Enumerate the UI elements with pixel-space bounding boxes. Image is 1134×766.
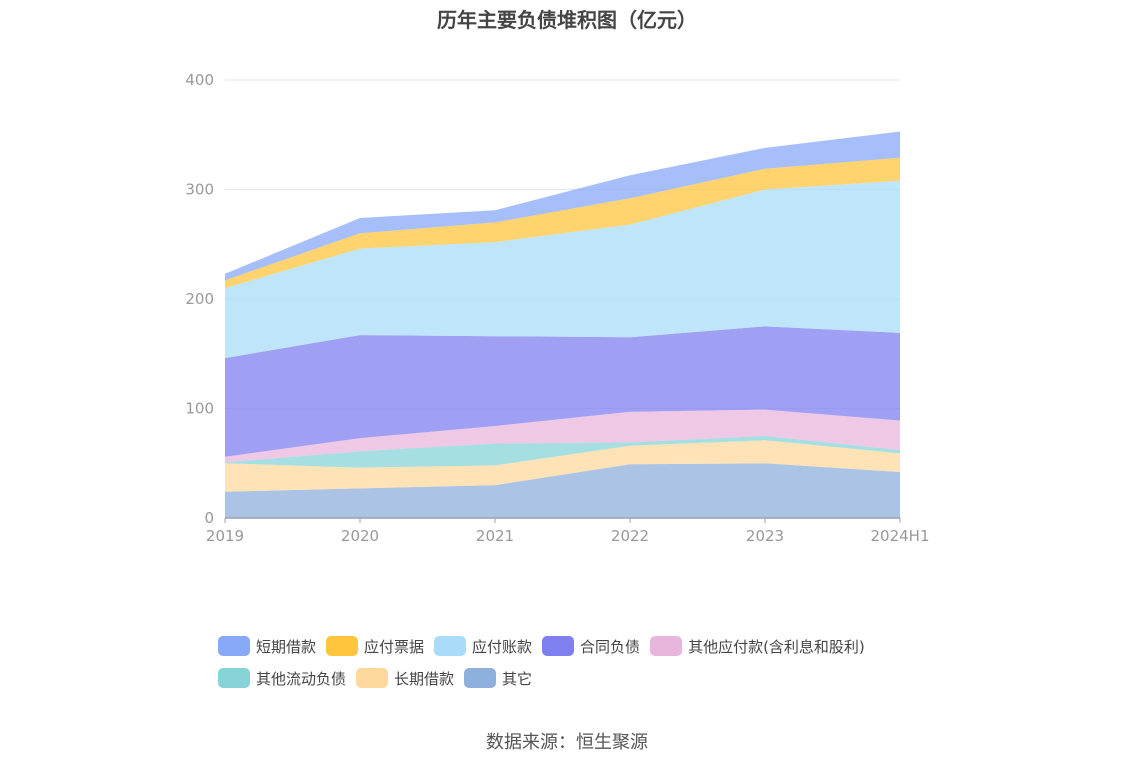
legend-row: 其他流动负债 长期借款 其它 bbox=[218, 662, 938, 694]
legend-label: 短期借款 bbox=[256, 637, 317, 656]
legend-item[interactable]: 其他流动负债 bbox=[218, 668, 346, 689]
y-tick-label: 0 bbox=[204, 509, 214, 527]
area-series-4[interactable] bbox=[225, 326, 900, 457]
legend-swatch bbox=[326, 636, 359, 656]
y-tick-label: 400 bbox=[185, 71, 214, 89]
axes: 0 100 200 300 400 2019 2020 2021 2022 2023 2024H1 bbox=[185, 71, 929, 545]
chart-title: 历年主要负债堆积图（亿元） bbox=[437, 8, 697, 32]
legend-swatch bbox=[542, 636, 575, 656]
source-text: 数据来源：恒生聚源 bbox=[486, 732, 648, 753]
legend-item[interactable]: 应付票据 bbox=[326, 636, 424, 657]
legend-item[interactable]: 长期借款 bbox=[356, 668, 454, 689]
legend-item[interactable]: 其它 bbox=[464, 668, 532, 689]
legend-label: 合同负债 bbox=[580, 637, 641, 656]
x-tick-label: 2022 bbox=[611, 527, 649, 545]
legend-swatch bbox=[356, 668, 389, 688]
x-tick-label: 2021 bbox=[476, 527, 514, 545]
area-series-6[interactable] bbox=[225, 157, 900, 289]
legend-label: 其他流动负债 bbox=[256, 669, 347, 688]
legend-swatch bbox=[650, 636, 683, 656]
legend-item[interactable]: 应付账款 bbox=[434, 636, 532, 657]
legend-label: 其他应付款(含利息和股利) bbox=[688, 637, 865, 656]
legend-item[interactable]: 合同负债 bbox=[542, 636, 640, 657]
legend-item[interactable]: 其他应付款(含利息和股利) bbox=[650, 636, 865, 657]
y-tick-label: 300 bbox=[185, 181, 214, 199]
legend-swatch bbox=[464, 668, 497, 688]
legend: 短期借款 应付票据 应付账款 合同负债 其他应付款(含利息和股利) 其他流动负债 长期借款其… bbox=[218, 630, 938, 694]
legend-swatch bbox=[434, 636, 467, 656]
legend-label: 应付票据 bbox=[364, 637, 425, 656]
area-series-1[interactable] bbox=[225, 440, 900, 492]
legend-label: 应付账款 bbox=[472, 637, 533, 656]
legend-label: 其它 bbox=[502, 669, 533, 688]
area-series-2[interactable] bbox=[225, 435, 900, 468]
y-tick-label: 100 bbox=[185, 400, 214, 418]
area-series bbox=[225, 131, 900, 518]
area-series-7[interactable] bbox=[225, 131, 900, 281]
x-tick-label: 2024H1 bbox=[871, 527, 930, 545]
x-tick-label: 2023 bbox=[746, 527, 784, 545]
x-tick-label: 2020 bbox=[341, 527, 379, 545]
area-series-5[interactable] bbox=[225, 180, 900, 359]
legend-row: 短期借款 应付票据 应付账款 合同负债 其他应付款(含利息和股利) bbox=[218, 630, 938, 662]
area-series-0[interactable] bbox=[225, 463, 900, 518]
y-tick-label: 200 bbox=[185, 290, 214, 308]
legend-swatch bbox=[218, 668, 250, 688]
area-series-3[interactable] bbox=[225, 409, 900, 463]
legend-item[interactable]: 短期借款 bbox=[218, 636, 316, 657]
x-tick-label: 2019 bbox=[206, 527, 244, 545]
legend-label: 长期借款 bbox=[394, 669, 455, 688]
legend-swatch bbox=[218, 636, 250, 656]
